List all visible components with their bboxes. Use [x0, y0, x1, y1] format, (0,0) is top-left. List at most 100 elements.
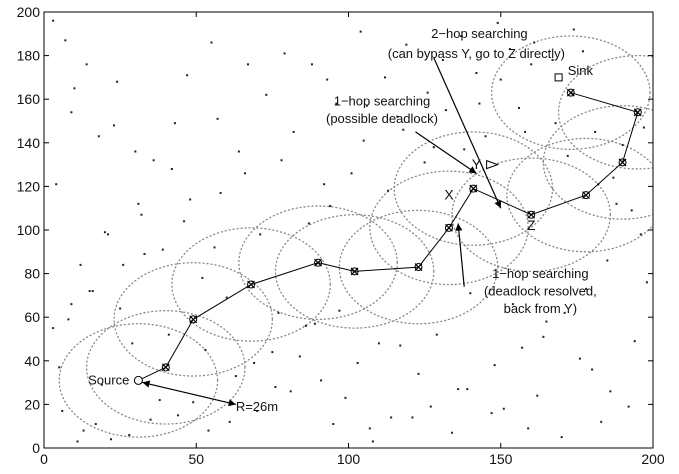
sensor-node	[591, 368, 594, 371]
two-hop-label-1: 2−hop searching	[431, 26, 528, 41]
sensor-node	[106, 233, 109, 236]
two-hop-label-2: (can bypass Y, go to Z directly)	[388, 46, 565, 61]
coverage-circle	[490, 35, 651, 150]
path-node-cross	[618, 158, 627, 167]
coverage-circle	[338, 209, 499, 325]
y-tick-label: 20	[24, 396, 40, 412]
x-tick-label: 100	[337, 451, 361, 467]
sensor-node	[326, 78, 329, 81]
path-node-cross	[414, 263, 423, 271]
sensor-node	[259, 233, 262, 236]
sensor-node	[176, 414, 179, 417]
sensor-node	[109, 438, 112, 441]
sensor-node	[405, 43, 408, 46]
sensor-node	[116, 80, 119, 83]
sensor-node	[97, 135, 100, 138]
sensor-node	[451, 431, 454, 434]
path-node-cross	[445, 223, 453, 232]
sensor-node	[243, 172, 246, 175]
sensor-node	[594, 130, 597, 133]
sensor-node	[627, 405, 630, 408]
path-node-cross	[314, 258, 322, 267]
sensor-node	[484, 135, 487, 138]
radius-arrow-tail	[142, 380, 151, 388]
sensor-node	[91, 290, 94, 293]
sensor-node	[88, 290, 91, 293]
y-tick-label: 100	[17, 222, 41, 238]
sensor-node	[271, 351, 274, 354]
sensor-node	[167, 333, 170, 336]
radius-arrow	[142, 381, 236, 405]
coverage-circle	[542, 105, 653, 220]
sensor-node	[365, 104, 368, 107]
sensor-node	[460, 34, 463, 37]
coverage-circle	[238, 205, 398, 321]
sensor-node	[329, 205, 332, 208]
two-hop-arrow-head	[494, 200, 502, 209]
routing-path	[138, 88, 642, 381]
sensor-node	[490, 412, 493, 415]
y-node-label: Y	[472, 156, 482, 172]
sensor-node	[253, 361, 256, 364]
x-tick-label: 0	[40, 451, 48, 467]
path-node	[582, 191, 591, 200]
sensor-node	[411, 416, 414, 419]
sensor-node	[432, 146, 435, 149]
sensor-node	[289, 390, 292, 393]
sensor-node	[609, 390, 612, 393]
sensor-node	[207, 429, 210, 432]
one-hop-b-arrow-head	[455, 223, 463, 231]
sensor-node	[356, 361, 359, 364]
path-node	[247, 280, 256, 289]
sensor-node	[606, 259, 609, 262]
x-node-label: X	[444, 186, 454, 202]
sensor-node	[350, 172, 353, 175]
sensor-node	[542, 335, 545, 338]
x-tick-label: 150	[489, 451, 513, 467]
coverage-circle	[393, 131, 554, 246]
sensor-node	[298, 355, 301, 358]
sensor-node	[70, 111, 73, 114]
sensor-node	[493, 364, 496, 367]
sensor-node	[338, 309, 341, 312]
sensor-node	[511, 303, 514, 306]
sensor-node	[52, 19, 55, 22]
path-node-cross	[469, 184, 478, 193]
sensor-node	[82, 429, 85, 432]
sensor-node	[466, 388, 469, 391]
sensor-node	[320, 379, 323, 382]
path-node-cross	[527, 210, 536, 219]
two-hop-arrow	[433, 57, 502, 209]
coverage-circles	[58, 35, 653, 438]
sensor-node	[277, 311, 280, 314]
sensor-node	[210, 41, 213, 44]
sink-label: Sink	[568, 63, 594, 78]
sensor-node	[73, 87, 76, 90]
coverage-circle	[274, 214, 435, 329]
sensor-node	[536, 394, 539, 397]
sensor-node	[100, 383, 103, 386]
radius-arrow-head	[228, 399, 236, 407]
sensor-node	[283, 52, 286, 55]
y-tick-label: 60	[24, 309, 40, 325]
sensor-node	[79, 263, 82, 266]
sensor-node	[237, 150, 240, 153]
sensor-node	[247, 63, 250, 66]
sensor-node	[323, 183, 326, 186]
sensor-node	[527, 427, 530, 430]
path-node	[618, 158, 627, 167]
sensor-node	[578, 357, 581, 360]
sensor-node	[225, 296, 228, 299]
sensor-node	[304, 324, 307, 327]
sensor-node	[630, 209, 633, 212]
path-node-cross	[189, 315, 198, 324]
sensor-node	[58, 366, 61, 369]
path-node	[314, 258, 323, 267]
sensor-node	[256, 409, 259, 412]
z-node-label: Z	[527, 217, 536, 233]
sensor-node	[533, 41, 536, 44]
path-node-cross	[350, 267, 359, 276]
sensor-node	[399, 344, 402, 347]
sensor-node	[572, 28, 575, 31]
